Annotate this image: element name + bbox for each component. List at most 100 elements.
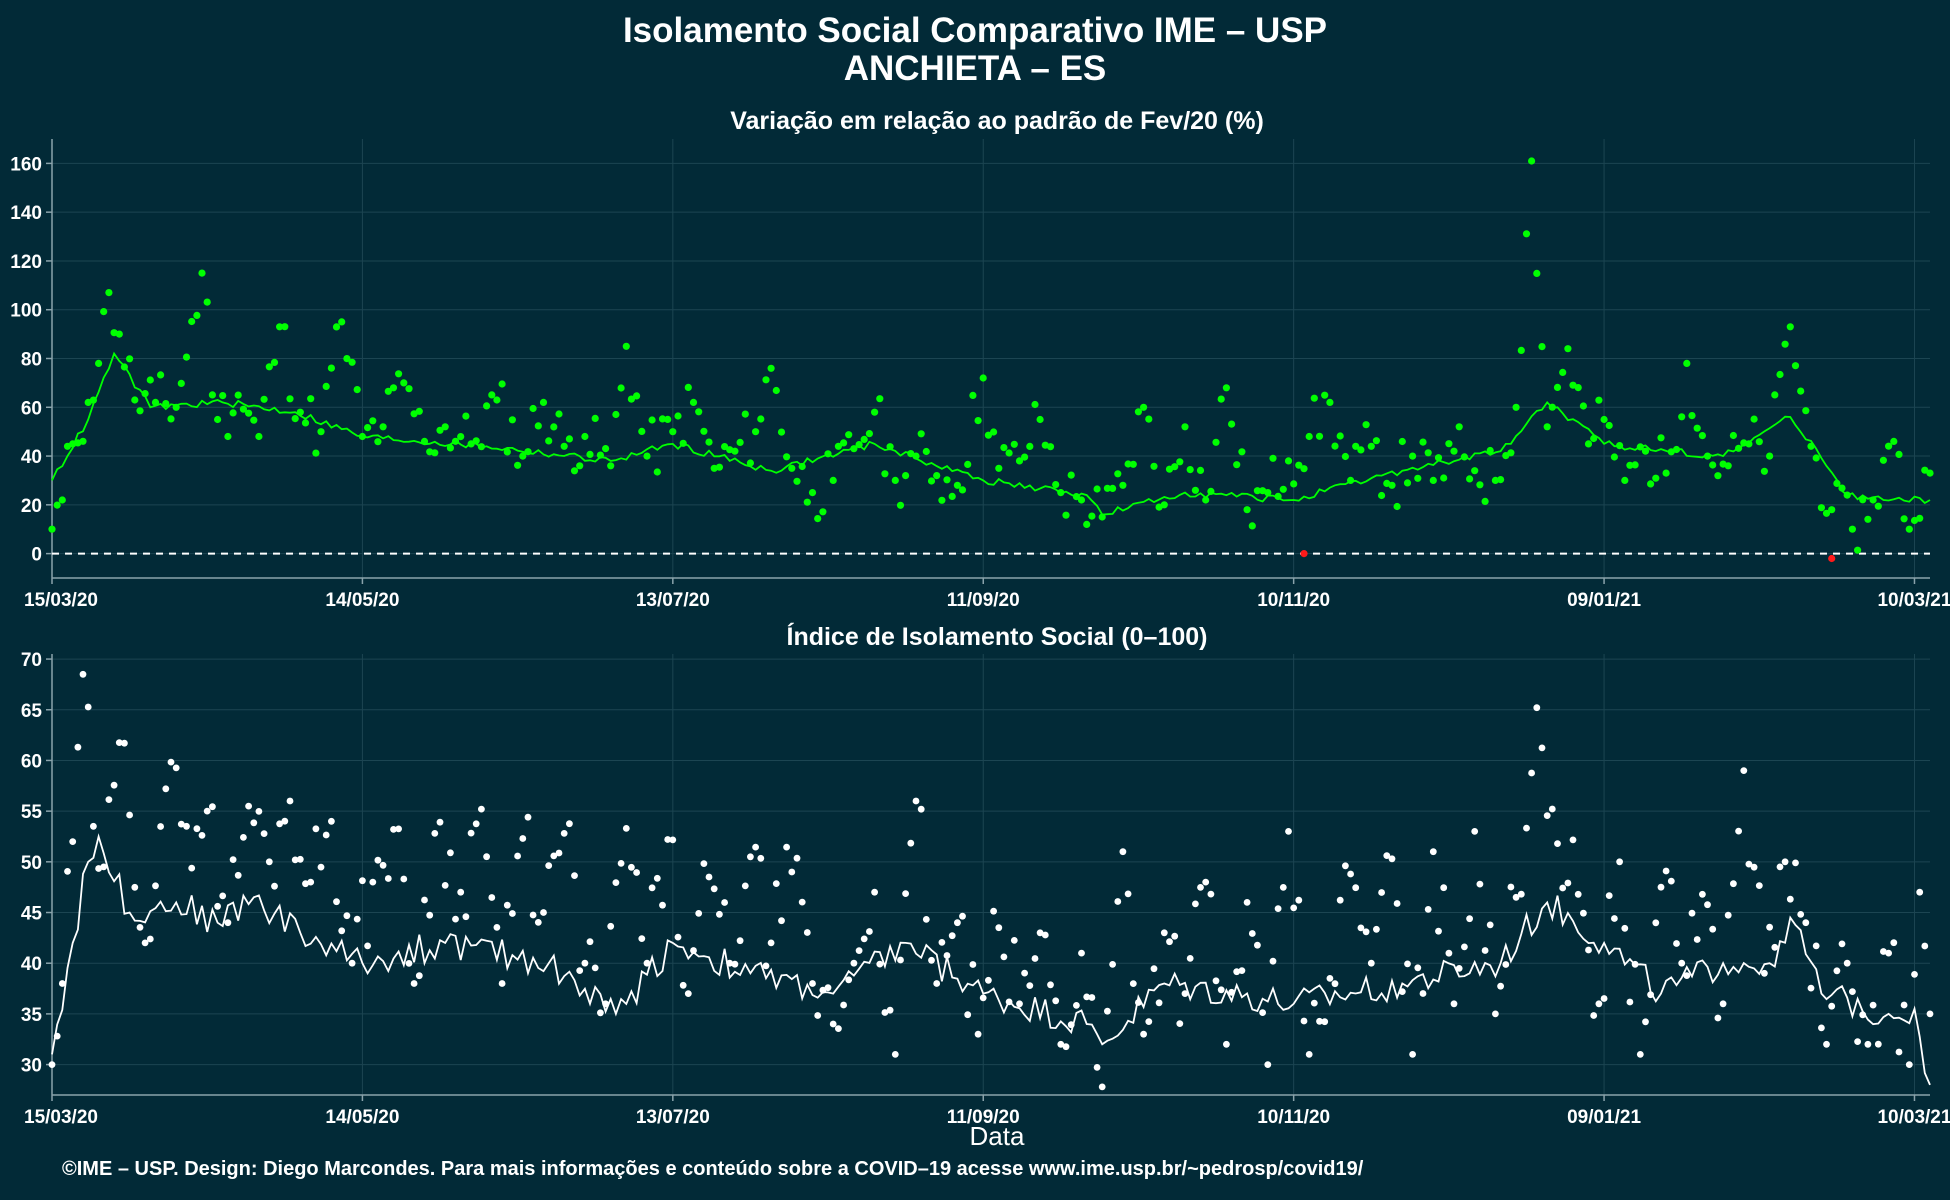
data-point	[886, 1006, 894, 1014]
data-point	[560, 442, 568, 450]
data-point	[560, 830, 568, 837]
data-point	[1326, 398, 1334, 406]
data-point	[721, 899, 728, 906]
data-point	[1357, 446, 1365, 454]
data-point	[447, 849, 454, 857]
data-point	[1434, 454, 1443, 462]
data-point	[902, 472, 910, 480]
data-point	[89, 396, 97, 404]
data-point	[343, 355, 351, 363]
data-point	[762, 376, 770, 384]
data-point	[1186, 955, 1194, 962]
data-point	[1047, 981, 1054, 989]
data-point	[715, 463, 724, 471]
data-point	[1507, 883, 1515, 891]
data-point	[1015, 457, 1024, 465]
data-point	[177, 820, 185, 828]
figure-title-line1: Isolamento Social Comparativo IME – USP	[622, 11, 1328, 50]
data-point	[395, 825, 402, 833]
data-point	[214, 415, 222, 424]
data-point	[519, 835, 527, 842]
data-point	[974, 1030, 982, 1038]
data-point	[809, 980, 816, 987]
data-point	[369, 878, 377, 886]
data-point	[1212, 977, 1220, 985]
data-point	[503, 901, 511, 909]
data-point	[131, 883, 139, 891]
data-point	[1822, 509, 1831, 517]
y-tick-label: 70	[21, 650, 42, 671]
data-point	[1771, 943, 1779, 951]
data-point	[1440, 474, 1448, 482]
data-point	[1243, 506, 1251, 514]
data-point	[1869, 496, 1877, 504]
data-point	[803, 929, 811, 936]
data-point	[79, 437, 87, 445]
data-point	[783, 453, 791, 461]
data-point	[788, 464, 796, 472]
data-point	[783, 843, 790, 851]
data-point	[1331, 980, 1339, 988]
data-point	[95, 865, 102, 872]
data-point	[778, 917, 785, 925]
data-point	[1869, 1001, 1877, 1009]
data-point	[933, 980, 941, 987]
data-point	[1305, 432, 1313, 441]
data-point	[364, 424, 372, 432]
panel-indice: 30 35 40 45 50 55 60 65 70 15/03/20 14/05/20 13/07/…	[21, 622, 1950, 1151]
data-point	[979, 374, 987, 382]
data-point	[1636, 1051, 1644, 1058]
data-point	[586, 450, 594, 458]
data-point	[1197, 884, 1204, 891]
data-point	[1150, 462, 1158, 470]
data-point	[570, 467, 579, 475]
data-point	[1471, 828, 1479, 835]
data-point	[384, 387, 392, 395]
data-point	[183, 822, 190, 830]
data-point	[1590, 434, 1598, 443]
data-point	[1300, 1017, 1308, 1025]
data-point	[871, 408, 879, 416]
data-point	[1584, 440, 1593, 448]
data-point	[302, 880, 309, 888]
data-point	[1295, 461, 1303, 469]
data-point	[1455, 423, 1463, 431]
data-point	[777, 428, 786, 436]
data-point	[1300, 465, 1308, 473]
data-point	[995, 924, 1003, 932]
data-point	[514, 852, 521, 860]
data-point	[576, 967, 584, 974]
figure-title: Isolamento Social Comparativo IME – USP …	[0, 12, 1950, 88]
data-point	[151, 398, 160, 406]
data-point	[958, 486, 967, 494]
x-tick-label: 15/03/20	[24, 1107, 98, 1128]
data-point	[1388, 481, 1396, 489]
data-point	[1864, 515, 1872, 523]
data-point	[162, 400, 170, 408]
data-point	[664, 415, 672, 423]
y-tick-label: 140	[10, 203, 42, 224]
data-point	[152, 882, 159, 890]
data-point	[1046, 443, 1055, 451]
data-point	[1367, 959, 1375, 967]
data-point	[307, 395, 315, 403]
data-point	[1228, 420, 1236, 428]
data-point	[959, 912, 966, 920]
data-point	[1238, 448, 1246, 456]
x-tick-label: 11/09/20	[947, 1107, 1020, 1128]
data-point	[312, 825, 320, 833]
data-point	[1026, 982, 1034, 989]
data-point	[281, 817, 289, 825]
data-point	[157, 371, 165, 379]
data-point	[1088, 994, 1096, 1001]
data-point	[1890, 437, 1898, 445]
data-point	[1171, 463, 1179, 471]
data-point	[265, 363, 273, 371]
data-point	[1021, 453, 1029, 461]
data-point	[389, 384, 398, 392]
data-point	[974, 417, 982, 425]
data-point	[1688, 412, 1696, 420]
data-point	[472, 437, 480, 445]
y-tick-label: 100	[10, 301, 42, 322]
